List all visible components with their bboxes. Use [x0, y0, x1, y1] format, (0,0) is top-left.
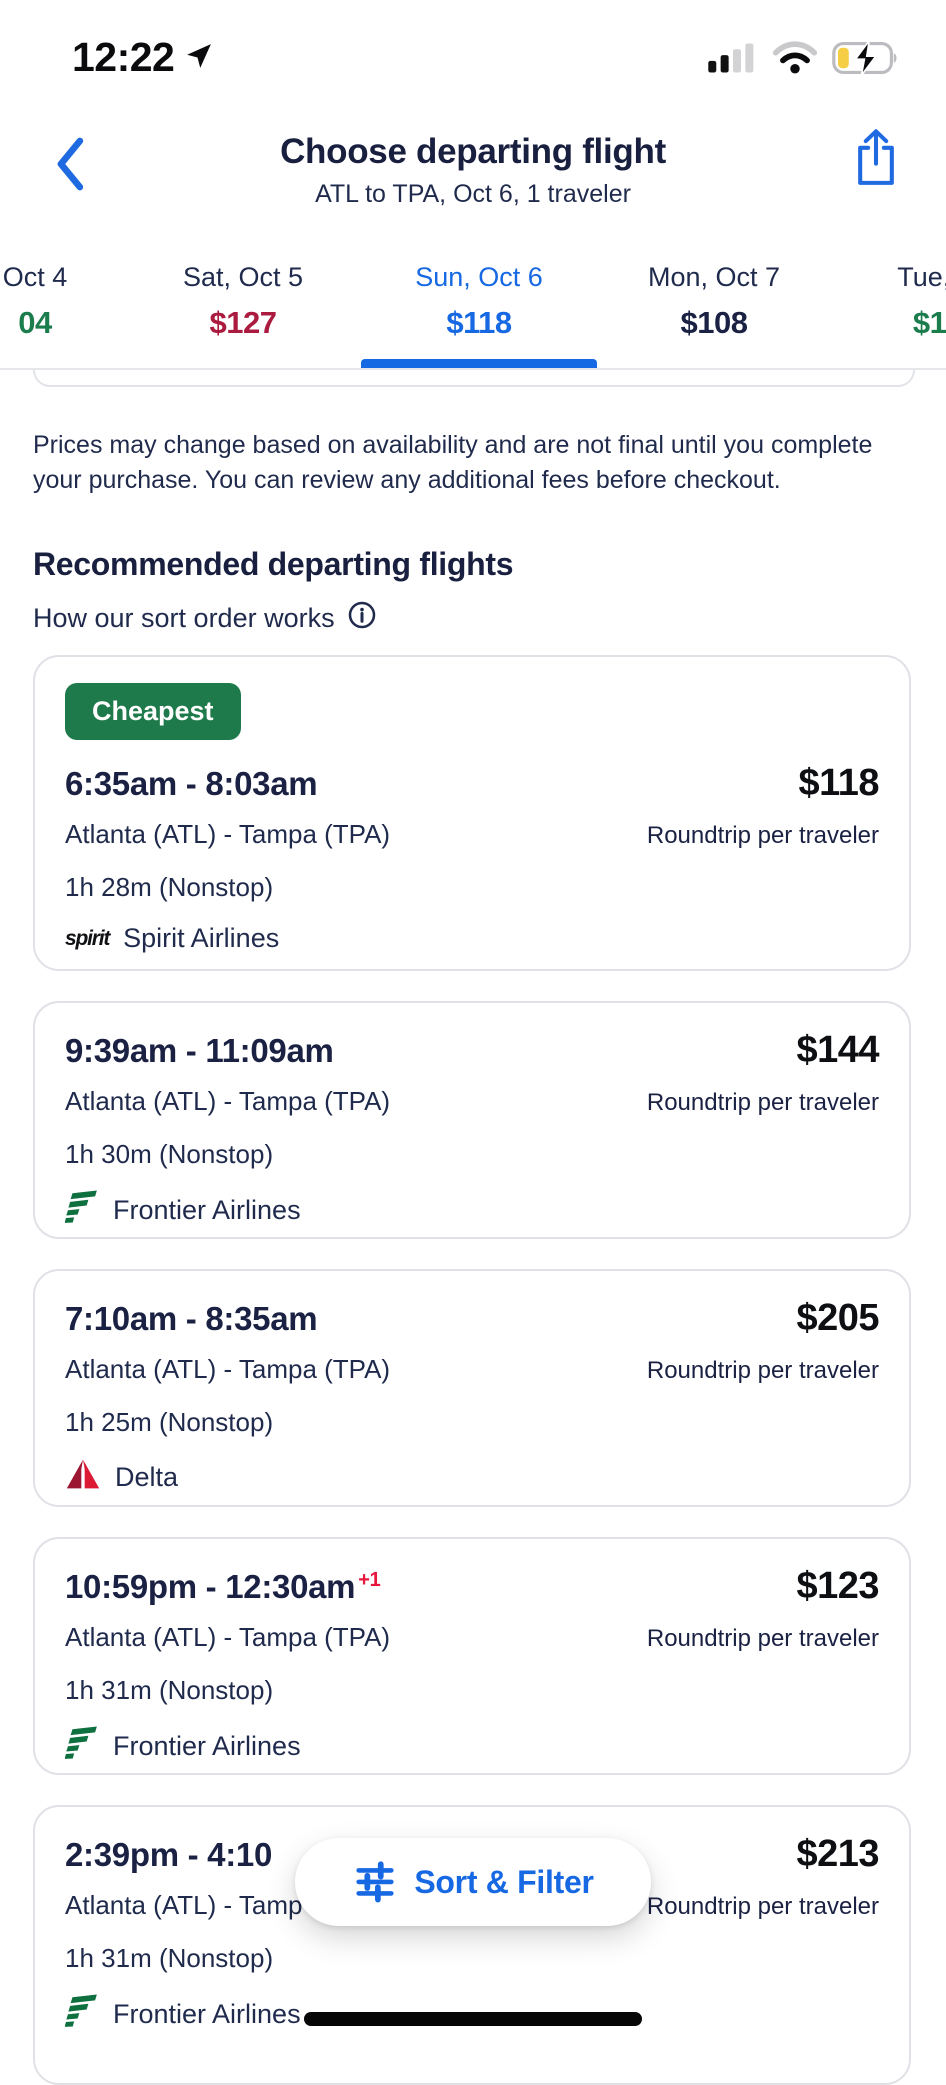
- airline-name: Delta: [115, 1462, 179, 1492]
- flight-card-spirit-635am[interactable]: Cheapest 6:35am - 8:03am $118 Atlanta (A…: [33, 655, 911, 971]
- date-tab-oct7[interactable]: Mon, Oct 7 $108: [647, 262, 781, 340]
- date-tab-oct4[interactable]: Oct 4 04: [2, 262, 68, 340]
- share-button[interactable]: [850, 126, 902, 190]
- info-circle-icon[interactable]: [347, 600, 377, 637]
- flight-price: $144: [796, 1029, 879, 1071]
- flight-duration: 1h 28m (Nonstop): [65, 872, 274, 902]
- frontier-logo-icon: [64, 1994, 99, 2035]
- flight-card-frontier-1059pm[interactable]: 10:59pm - 12:30am +1 $123 Atlanta (ATL) -…: [33, 1537, 911, 1775]
- spirit-logo: spirit: [65, 926, 110, 950]
- date-tab-oct5[interactable]: Sat, Oct 5 $127: [182, 262, 304, 340]
- price-disclaimer: Prices may change based on availability …: [33, 431, 873, 494]
- plus-one-day-badge: +1: [358, 1569, 381, 1591]
- flight-times: 6:35am - 8:03am: [65, 765, 318, 802]
- status-time: 12:22: [72, 34, 214, 81]
- page-header: Choose departing flight ATL to TPA, Oct …: [0, 100, 946, 223]
- price-note: Roundtrip per traveler: [646, 1893, 879, 1920]
- flight-route: Atlanta (ATL) - Tampa (TPA): [65, 1622, 391, 1652]
- tune-sliders-icon: [352, 1857, 398, 1908]
- price-note: Roundtrip per traveler: [646, 1089, 879, 1116]
- flight-duration: 1h 31m (Nonstop): [65, 1675, 274, 1705]
- flight-times: 9:39am - 11:09am: [65, 1032, 334, 1069]
- frontier-logo-icon: [64, 1190, 99, 1231]
- clock-text: 12:22: [72, 34, 175, 80]
- airline-name: Frontier Airlines: [113, 1731, 301, 1761]
- status-bar: 12:22: [0, 0, 946, 100]
- date-tab-oct8[interactable]: Tue, O $10: [897, 262, 946, 340]
- sort-and-filter-label: Sort & Filter: [414, 1863, 594, 1900]
- location-arrow-icon: [184, 34, 214, 81]
- page-title: Choose departing flight: [280, 132, 666, 171]
- scrolled-card-edge: [33, 370, 915, 387]
- back-button[interactable]: [48, 136, 92, 192]
- flight-duration: 1h 31m (Nonstop): [65, 1943, 274, 1973]
- flight-price: $118: [798, 762, 880, 804]
- cellular-signal-icon: [708, 42, 758, 79]
- price-note: Roundtrip per traveler: [646, 1625, 879, 1652]
- flight-duration: 1h 30m (Nonstop): [65, 1139, 274, 1169]
- flight-price: $213: [796, 1833, 879, 1875]
- cheapest-badge: Cheapest: [65, 683, 241, 740]
- selected-tab-underline: [361, 359, 597, 368]
- home-indicator-handle[interactable]: [304, 2012, 642, 2026]
- sort-order-info-link[interactable]: How our sort order works: [33, 600, 377, 637]
- flight-duration: 1h 25m (Nonstop): [65, 1407, 274, 1437]
- battery-charging-icon: [832, 40, 904, 81]
- section-heading: Recommended departing flights: [33, 546, 514, 582]
- frontier-logo-icon: [64, 1726, 99, 1767]
- page-subtitle: ATL to TPA, Oct 6, 1 traveler: [315, 180, 631, 208]
- flight-times: 10:59pm - 12:30am +1: [65, 1568, 381, 1605]
- flight-route: Atlanta (ATL) - Tampa (TPA): [65, 1086, 391, 1116]
- flight-price: $205: [796, 1297, 879, 1339]
- price-note: Roundtrip per traveler: [646, 822, 879, 849]
- flight-price: $123: [796, 1565, 879, 1607]
- wifi-icon: [772, 41, 818, 80]
- flight-times: 2:39pm - 4:10: [65, 1836, 273, 1873]
- flight-route: Atlanta (ATL) - Tampa (TPA): [65, 1354, 391, 1384]
- price-note: Roundtrip per traveler: [646, 1357, 879, 1384]
- flight-times: 7:10am - 8:35am: [65, 1300, 318, 1337]
- date-tab-oct6-selected[interactable]: Sun, Oct 6 $118: [415, 262, 543, 340]
- airline-name: Frontier Airlines: [113, 1999, 301, 2029]
- airline-name: Spirit Airlines: [123, 923, 280, 953]
- date-tab-strip: Oct 4 04 Sat, Oct 5 $127 Sun, Oct 6 $118…: [0, 222, 946, 370]
- delta-logo-icon: [65, 1458, 101, 1497]
- sort-order-info-label: How our sort order works: [33, 603, 335, 633]
- airline-name: Frontier Airlines: [113, 1195, 301, 1225]
- sort-and-filter-button[interactable]: Sort & Filter: [295, 1838, 651, 1926]
- flight-card-delta-710am[interactable]: 7:10am - 8:35am $205 Atlanta (ATL) - Tam…: [33, 1269, 911, 1507]
- flight-route: Atlanta (ATL) - Tampa (TPA): [65, 819, 391, 849]
- flight-route: Atlanta (ATL) - Tamp: [65, 1890, 303, 1920]
- flight-card-frontier-939am[interactable]: 9:39am - 11:09am $144 Atlanta (ATL) - Ta…: [33, 1001, 911, 1239]
